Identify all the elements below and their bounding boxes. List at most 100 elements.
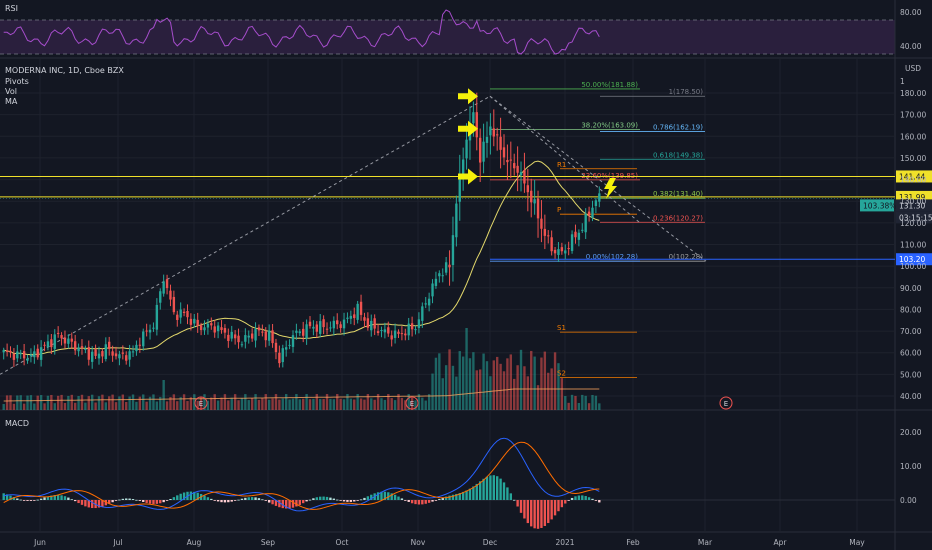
macd-histogram-bar	[441, 497, 444, 500]
volume-bars	[2, 328, 601, 410]
candle-body	[186, 311, 189, 318]
macd-histogram-bar	[353, 500, 356, 502]
volume-bar	[176, 401, 179, 410]
candle-body	[43, 344, 46, 346]
time-axis-label: Nov	[411, 538, 426, 547]
volume-bar	[26, 395, 29, 410]
volume-bar	[206, 400, 210, 410]
volume-bar	[250, 398, 254, 410]
price-tag-blue-bg	[896, 253, 932, 266]
candle-body	[489, 126, 492, 136]
macd-histogram-bar	[478, 481, 482, 500]
volume-bar	[135, 401, 138, 410]
volume-bar	[70, 394, 73, 410]
candle-body	[101, 351, 104, 357]
macd-histogram-bar	[56, 494, 60, 500]
volume-bar	[63, 402, 67, 410]
candle-body	[380, 329, 383, 331]
candle-body	[125, 355, 128, 361]
macd-histogram-bar	[227, 500, 230, 503]
candle-body	[159, 291, 162, 303]
candle-body	[465, 139, 468, 159]
candle-body	[404, 333, 407, 336]
candle-body	[162, 281, 165, 294]
candle-body	[278, 352, 281, 364]
macd-histogram-bar	[489, 475, 492, 500]
candle-body	[220, 327, 223, 331]
volume-bar	[427, 394, 431, 410]
volume-bar	[121, 394, 125, 410]
time-axis-label: Aug	[187, 538, 202, 547]
volume-bar	[159, 396, 162, 410]
macd-histogram-bar	[315, 497, 319, 500]
candle-body	[5, 350, 9, 352]
candle-body	[319, 321, 322, 334]
candle-body	[315, 324, 319, 332]
time-axis-label: Feb	[626, 538, 640, 547]
macd-histogram-bar	[598, 500, 601, 503]
macd-histogram-bar	[206, 497, 210, 500]
macd-histogram-bar	[284, 500, 288, 509]
candle-body	[281, 348, 284, 363]
earnings-marker	[405, 396, 419, 410]
volume-bar	[2, 404, 5, 410]
macd-histogram-bar	[131, 499, 135, 500]
volume-bar	[189, 397, 193, 410]
candle-body	[581, 229, 584, 231]
macd-histogram-bar	[101, 500, 104, 507]
candle-body	[427, 298, 431, 306]
macd-histogram-bar	[169, 498, 172, 500]
candle-body	[118, 354, 121, 359]
earnings-marker-label: E	[199, 400, 203, 408]
candle-body	[240, 344, 244, 346]
fib-retracement-label: 0(102.28)	[669, 253, 704, 261]
macd-histogram-bar	[325, 496, 329, 500]
earnings-marker-label: E	[410, 400, 414, 408]
macd-histogram-bar	[247, 497, 250, 500]
candle-body	[33, 351, 36, 358]
candle-body	[339, 324, 342, 328]
candle-body	[577, 232, 581, 240]
candle-body	[179, 309, 182, 318]
macd-histogram-bar	[155, 500, 159, 504]
volume-bar	[349, 398, 353, 410]
volume-bar	[50, 394, 53, 410]
volume-bar	[87, 396, 90, 410]
candle-body	[50, 339, 53, 348]
volume-bar	[295, 394, 298, 410]
volume-bar	[145, 401, 148, 410]
volume-bar	[577, 403, 581, 410]
fib-extension-label: 0.00%(102.28)	[586, 253, 638, 261]
fib-extension-label: 23.60%(139.85)	[581, 172, 638, 180]
candle-body	[193, 318, 196, 324]
macd-histogram-bar	[50, 495, 53, 500]
candle-body	[233, 334, 237, 339]
volume-bar	[193, 394, 196, 410]
price-tag-last: 131.30	[899, 201, 925, 210]
candle-body	[302, 328, 305, 336]
macd-histogram-bar	[584, 496, 587, 500]
candle-body	[366, 318, 370, 328]
macd-histogram-bar	[329, 497, 332, 500]
macd-histogram-bar	[574, 496, 577, 500]
macd-histogram-bar	[19, 499, 22, 501]
volume-bar	[438, 353, 441, 410]
macd-histogram-bar	[577, 495, 581, 500]
macd-line	[3, 437, 600, 512]
macd-histogram-bar	[530, 500, 533, 527]
candle-body	[63, 337, 67, 344]
macd-histogram-bar	[179, 493, 182, 500]
price-axis-label: 70.00	[900, 327, 922, 336]
ma-line	[3, 160, 600, 356]
candle-body	[496, 134, 499, 136]
volume-bar	[370, 398, 373, 410]
macd-histogram-bar	[121, 498, 125, 500]
macd-histogram-bar	[444, 496, 448, 500]
volume-bar	[142, 394, 145, 410]
candle-body	[519, 172, 523, 175]
macd-histogram-bar	[29, 500, 33, 501]
candle-body	[434, 278, 438, 286]
volume-bar	[114, 402, 118, 410]
volume-bar	[564, 396, 567, 410]
